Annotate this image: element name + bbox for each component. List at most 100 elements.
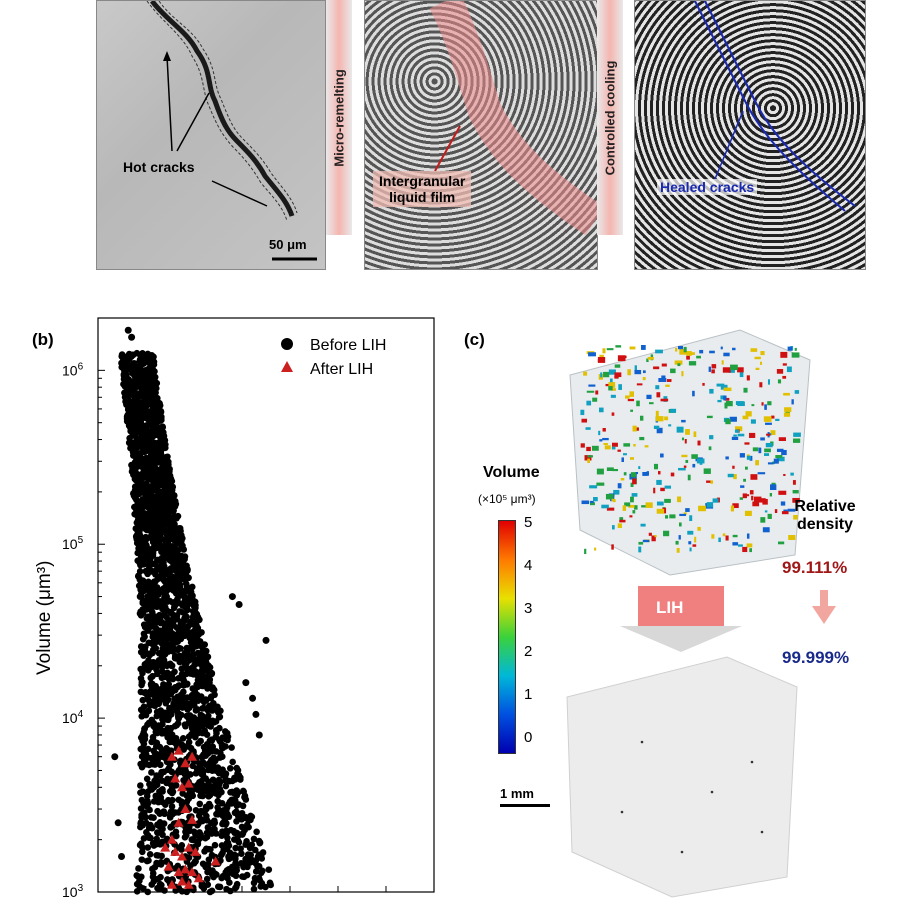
y-tick-label: 106	[62, 361, 84, 378]
before-lih-point	[189, 685, 197, 692]
pore-mark	[653, 425, 660, 429]
before-lih-point	[177, 645, 184, 652]
before-lih-point	[159, 825, 166, 833]
before-lih-point	[150, 798, 158, 805]
pore-mark	[683, 346, 687, 353]
before-lih-point	[163, 745, 170, 752]
pore-mark	[629, 346, 636, 350]
before-lih-point	[130, 492, 138, 500]
after-lih-point	[166, 751, 177, 761]
before-lih-point	[165, 480, 173, 488]
before-lih-point	[161, 551, 169, 558]
pore-mark	[718, 537, 721, 543]
y-tick-label: 103	[62, 883, 84, 900]
before-lih-point	[136, 841, 144, 849]
before-lih-point	[154, 400, 161, 407]
pore-mark	[696, 458, 705, 464]
before-lih-point	[232, 855, 239, 863]
before-lih-point	[192, 604, 199, 612]
before-lih-point	[141, 580, 149, 587]
before-lih-point	[179, 535, 186, 542]
before-lih-point	[159, 788, 166, 795]
pore-mark	[739, 497, 743, 500]
before-lih-point	[143, 829, 150, 836]
pore-mark	[617, 483, 622, 489]
pore-mark	[675, 540, 679, 545]
before-lih-point	[157, 873, 164, 881]
pore-mark	[784, 407, 792, 412]
before-lih-point	[216, 724, 223, 732]
before-lih-point	[147, 623, 155, 630]
pore-mark	[689, 515, 693, 522]
before-lih-point	[146, 613, 153, 621]
before-lih-point	[173, 721, 181, 729]
relative-density-line1: Relative	[794, 498, 856, 515]
pore-mark	[783, 412, 791, 417]
before-lih-point	[209, 867, 216, 874]
before-lih-point	[205, 800, 213, 808]
before-lih-point	[211, 841, 219, 849]
before-lih-point	[187, 667, 195, 675]
before-lih-point	[149, 672, 156, 680]
before-lih-point	[188, 731, 195, 738]
pore-mark	[720, 346, 723, 350]
pore-mark	[688, 541, 692, 545]
pore-mark	[730, 364, 738, 371]
before-lih-point	[199, 753, 206, 760]
pore-mark	[783, 392, 790, 396]
pore-mark	[690, 352, 695, 355]
after-lih-point	[173, 867, 184, 877]
pore-mark	[683, 512, 687, 515]
pore-mark	[728, 368, 735, 373]
y-tick-label: 104	[62, 709, 84, 726]
before-lih-point	[168, 822, 176, 830]
after-lih-point	[183, 879, 194, 889]
colorbar-tick: 2	[524, 643, 533, 660]
before-lih-point	[161, 730, 169, 737]
pore-mark	[604, 445, 611, 450]
pore-mark	[792, 490, 799, 494]
before-lih-point	[140, 799, 147, 807]
colorbar-title: Volume	[483, 464, 540, 481]
before-lih-point	[240, 863, 247, 871]
before-lih-point	[134, 438, 141, 446]
before-lih-point	[136, 539, 144, 547]
pore-mark	[757, 472, 766, 475]
pore-mark	[630, 457, 634, 460]
pore-mark	[792, 497, 800, 503]
before-lih-point	[191, 843, 199, 850]
before-lih-point	[218, 832, 226, 839]
micrograph-liquid-film: Intergranular liquid film	[364, 0, 598, 270]
before-lih-point	[137, 820, 144, 827]
before-lih-point	[147, 452, 155, 459]
before-lih-point	[227, 826, 235, 834]
pore-mark	[606, 348, 614, 351]
before-lih-point	[204, 680, 212, 688]
before-lih-point	[252, 710, 260, 718]
before-lih-point	[143, 395, 151, 402]
pore-mark	[639, 436, 645, 441]
legend-before-label: Before LIH	[310, 337, 386, 354]
before-lih-point	[143, 374, 150, 381]
before-lih-point	[184, 742, 192, 749]
before-lih-point	[144, 788, 152, 796]
before-lih-point	[252, 868, 260, 875]
before-lih-point	[152, 427, 160, 434]
before-lih-point	[114, 819, 122, 827]
pore-mark	[651, 535, 656, 542]
pore-mark	[711, 364, 717, 369]
before-lih-point	[142, 660, 150, 667]
pore-mark	[781, 449, 787, 456]
before-lih-point	[226, 887, 234, 895]
pore-mark	[699, 349, 704, 354]
pore-mark	[725, 418, 731, 425]
density-before: 99.111%	[782, 558, 848, 577]
pore-mark	[654, 534, 657, 538]
before-lih-point	[162, 607, 170, 615]
before-lih-point	[164, 724, 172, 732]
pore-mark	[759, 498, 766, 503]
before-lih-point	[250, 885, 258, 893]
pore-mark	[776, 456, 785, 462]
pore-mark	[725, 535, 729, 541]
before-lih-point	[159, 557, 167, 564]
